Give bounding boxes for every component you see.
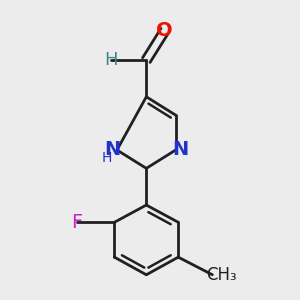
- Text: N: N: [172, 140, 188, 160]
- Text: O: O: [156, 21, 173, 40]
- Text: H: H: [101, 151, 112, 165]
- Text: F: F: [71, 213, 82, 232]
- Text: H: H: [105, 51, 118, 69]
- Text: N: N: [104, 140, 121, 160]
- Text: CH₃: CH₃: [206, 266, 237, 284]
